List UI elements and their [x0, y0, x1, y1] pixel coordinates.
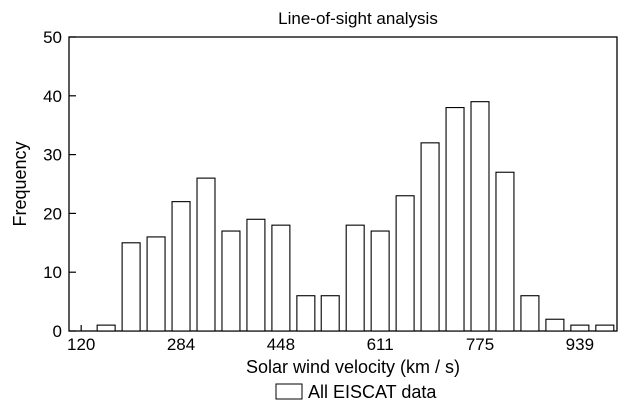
histogram-bar: [370, 230, 390, 332]
x-tick-label: 611: [367, 335, 394, 354]
y-tick-label: 30: [43, 146, 62, 165]
histogram-bar: [271, 224, 291, 332]
plot-area-frame: [68, 36, 618, 332]
histogram-bar: [196, 177, 216, 332]
x-axis-label: Solar wind velocity (km / s): [246, 357, 460, 377]
x-tick-label: 284: [167, 335, 195, 354]
histogram-bar: [570, 324, 590, 332]
histogram-bar: [395, 195, 415, 332]
histogram-bar: [246, 218, 266, 332]
histogram-bar: [296, 295, 316, 332]
histogram-bar: [420, 142, 440, 332]
histogram-bar: [445, 107, 465, 332]
histogram-bar: [96, 324, 116, 332]
x-tick-label: 120: [67, 335, 95, 354]
legend-swatch: [275, 383, 303, 400]
histogram-bar: [345, 224, 365, 332]
y-tick-label: 40: [43, 87, 62, 106]
histogram-bar: [221, 230, 241, 332]
histogram-bar: [470, 101, 490, 332]
histogram-bar: [595, 324, 615, 332]
legend: All EISCAT data: [275, 382, 437, 402]
histogram-bar: [146, 236, 166, 332]
histogram-bar: [545, 318, 565, 332]
x-tick-label: 939: [566, 335, 594, 354]
legend-label: All EISCAT data: [308, 382, 437, 402]
x-axis: 120 284 448 611 775 939: [67, 325, 594, 354]
y-tick-label: 20: [43, 204, 62, 223]
y-axis: 0 10 20 30 40 50: [43, 28, 76, 341]
y-tick-label: 50: [43, 28, 62, 47]
histogram-bar: [171, 201, 191, 332]
y-tick-label: 10: [43, 263, 62, 282]
x-tick-label: 448: [267, 335, 295, 354]
y-tick-label: 0: [53, 322, 62, 341]
bar-series: [96, 101, 615, 332]
histogram-bar: [495, 171, 515, 332]
histogram-bar: [121, 242, 141, 332]
histogram-bar: [520, 295, 540, 332]
x-tick-label: 775: [466, 335, 494, 354]
y-axis-label: Frequency: [10, 141, 30, 226]
chart-title: Line-of-sight analysis: [278, 9, 438, 28]
histogram-bar: [320, 295, 340, 332]
